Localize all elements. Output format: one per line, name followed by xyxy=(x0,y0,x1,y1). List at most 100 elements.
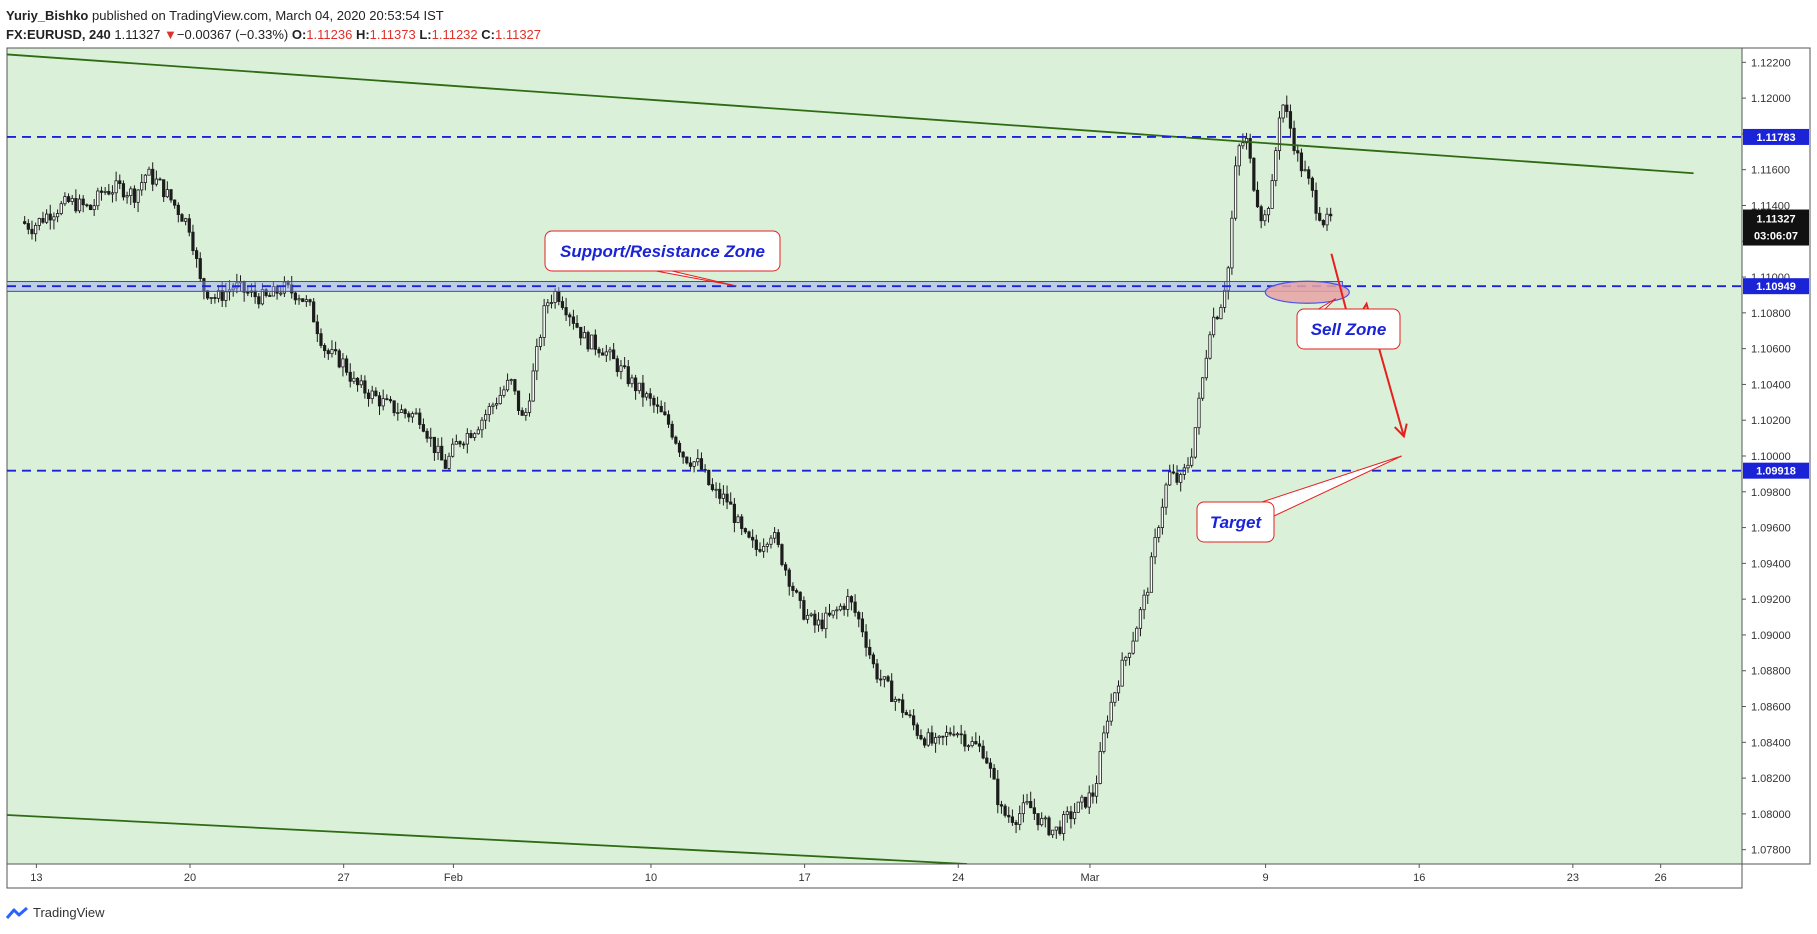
candle xyxy=(293,291,297,305)
candle xyxy=(776,529,780,548)
candle-body xyxy=(714,488,718,491)
candle xyxy=(1263,209,1267,226)
candle-body xyxy=(864,631,868,648)
candle-body xyxy=(66,196,71,202)
candle xyxy=(590,334,594,350)
candle-body xyxy=(685,456,689,464)
candle-body xyxy=(505,379,510,391)
time-axis[interactable] xyxy=(6,863,1743,889)
candle xyxy=(871,652,875,669)
candle xyxy=(919,729,923,741)
candle xyxy=(838,603,843,612)
candle-body xyxy=(1087,792,1091,808)
candle xyxy=(1197,392,1201,435)
candle-body xyxy=(941,735,945,738)
symbol-label[interactable]: FX:EURUSD, 240 xyxy=(6,27,111,42)
footer-brand[interactable]: TradingView xyxy=(33,905,105,920)
candle xyxy=(1040,812,1044,827)
candle xyxy=(176,202,180,223)
candle xyxy=(184,217,188,226)
candle-body xyxy=(597,348,601,354)
candle-body xyxy=(1252,157,1256,191)
candle xyxy=(216,285,221,303)
candle-body xyxy=(30,228,34,235)
price-change: −0.00367 (−0.33%) xyxy=(176,27,289,42)
candle-body xyxy=(147,168,151,176)
candle-body xyxy=(377,395,382,407)
candle-body xyxy=(1307,169,1311,179)
candle-body xyxy=(462,443,466,446)
candle xyxy=(410,411,415,423)
candle-body xyxy=(666,414,671,425)
candle-body xyxy=(334,349,338,352)
candle xyxy=(809,612,813,618)
candle-body xyxy=(992,767,996,780)
candle xyxy=(941,735,945,746)
candle xyxy=(1274,146,1278,187)
candle xyxy=(765,542,769,553)
tradingview-logo-icon xyxy=(6,906,28,919)
candle xyxy=(681,451,685,464)
candle-body xyxy=(634,377,638,392)
candle-body xyxy=(151,168,155,185)
candle-body xyxy=(326,350,330,355)
candle xyxy=(608,346,612,361)
candle-body xyxy=(1014,822,1018,825)
candle xyxy=(1325,207,1329,231)
candle xyxy=(418,408,422,430)
candle-body xyxy=(897,698,901,701)
candle xyxy=(381,389,385,411)
candle-body xyxy=(114,180,118,194)
candle xyxy=(1127,652,1132,666)
price-axis[interactable] xyxy=(1741,47,1811,865)
candle xyxy=(652,395,656,413)
candle-body xyxy=(516,390,521,411)
candle xyxy=(125,191,129,204)
level-price-label: 1.09918 xyxy=(1756,466,1796,478)
candle xyxy=(454,434,458,445)
candle-body xyxy=(831,610,835,616)
candle xyxy=(977,735,982,753)
candle xyxy=(875,658,879,684)
candle xyxy=(549,294,554,309)
candle xyxy=(564,297,568,321)
candle-body xyxy=(1288,111,1293,129)
level-price-tag xyxy=(1743,278,1809,295)
y-tick-label: 1.07800 xyxy=(1751,845,1791,857)
candle-body xyxy=(707,469,711,486)
candle-body xyxy=(893,698,897,702)
candle-body xyxy=(359,380,363,386)
candle xyxy=(1164,482,1168,515)
candle-body xyxy=(904,712,908,716)
candle-body xyxy=(977,743,982,747)
candle-body xyxy=(414,412,418,415)
candle-body xyxy=(1146,591,1150,596)
candle-body xyxy=(860,618,865,633)
candle xyxy=(857,610,861,628)
candle xyxy=(30,220,34,240)
candle-body xyxy=(736,516,740,523)
candle-body xyxy=(619,365,623,373)
author-name[interactable]: Yuriy_Bishko xyxy=(6,8,89,23)
candle xyxy=(366,389,371,407)
candle-body xyxy=(1168,471,1172,486)
y-tick-label: 1.08600 xyxy=(1751,702,1791,714)
candle-body xyxy=(970,741,974,747)
plot-area[interactable] xyxy=(6,47,1743,865)
candle-body xyxy=(231,287,235,291)
candle-body xyxy=(1091,792,1095,797)
candle xyxy=(908,709,912,719)
candle-body xyxy=(209,297,213,299)
candle xyxy=(1142,589,1146,620)
candle xyxy=(1303,160,1307,172)
candle-body xyxy=(205,290,210,299)
candle-body xyxy=(955,733,960,736)
candle-body xyxy=(615,358,619,373)
candle xyxy=(1153,528,1157,565)
candle xyxy=(1102,725,1106,754)
candle xyxy=(560,296,565,310)
candle xyxy=(923,736,927,748)
candle xyxy=(637,382,641,394)
publish-line: Yuriy_Bishko published on TradingView.co… xyxy=(6,6,541,25)
